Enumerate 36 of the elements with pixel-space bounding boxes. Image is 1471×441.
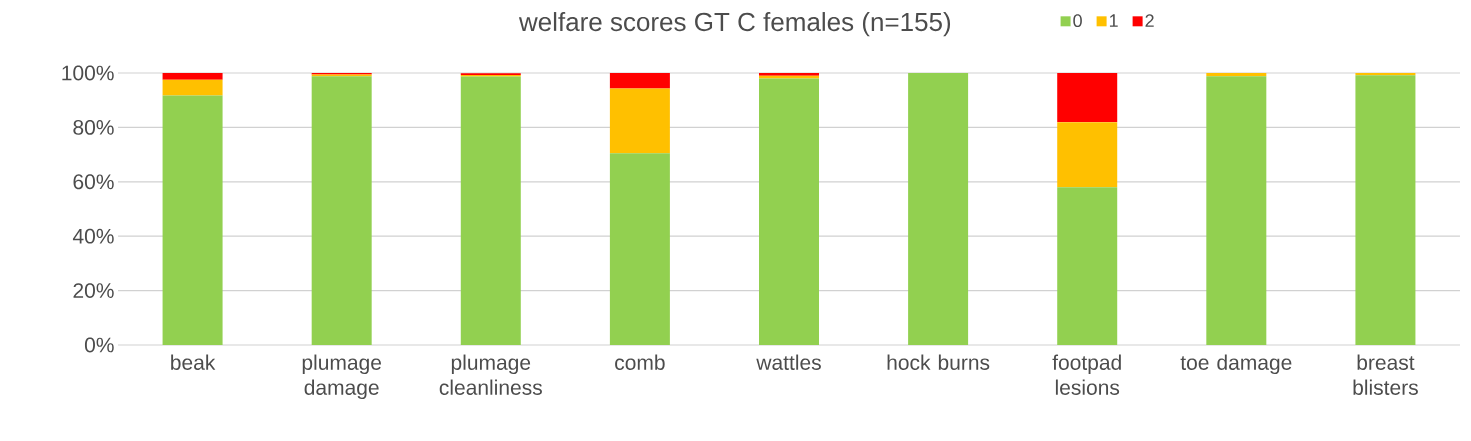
legend-label: 0	[1073, 14, 1082, 28]
bar	[162, 79, 223, 96]
x-tick-label: plumage cleanliness	[439, 354, 542, 395]
bar	[1355, 75, 1416, 345]
bar	[1206, 76, 1267, 345]
bar	[460, 76, 521, 345]
bar	[759, 78, 819, 345]
x-tick-label: toe damage	[1180, 354, 1292, 375]
x-tick-label: footpad lesions	[1052, 354, 1121, 395]
bar	[1206, 72, 1267, 77]
bar	[162, 95, 223, 345]
x-tick-label: comb	[615, 354, 665, 370]
bar	[1057, 122, 1118, 188]
bar	[908, 72, 969, 345]
y-tick-label: 40%	[72, 228, 114, 244]
bar	[311, 76, 372, 345]
x-tick-label: breast blisters	[1353, 354, 1418, 395]
x-tick-label: beak	[171, 354, 216, 370]
bar	[1355, 72, 1416, 76]
x-tick-label: hock burns	[887, 354, 990, 370]
legend-label: 2	[1145, 14, 1154, 27]
bar	[1057, 72, 1118, 123]
y-tick-label: 100%	[62, 65, 114, 81]
bar	[609, 72, 670, 89]
y-tick-label: 20%	[73, 283, 114, 299]
chart-title: welfare scores GT C females (n=155)	[518, 12, 951, 37]
y-tick-label: 60%	[73, 174, 114, 190]
bar	[609, 88, 670, 154]
x-tick-label: plumage damage	[302, 354, 381, 400]
bar	[609, 153, 670, 345]
x-tick-label: wattles	[756, 354, 821, 370]
y-tick-label: 0%	[84, 337, 114, 353]
legend-label: 1	[1109, 14, 1118, 27]
bar	[1057, 187, 1118, 345]
y-tick-label: 80%	[73, 119, 114, 135]
bar	[162, 72, 223, 80]
